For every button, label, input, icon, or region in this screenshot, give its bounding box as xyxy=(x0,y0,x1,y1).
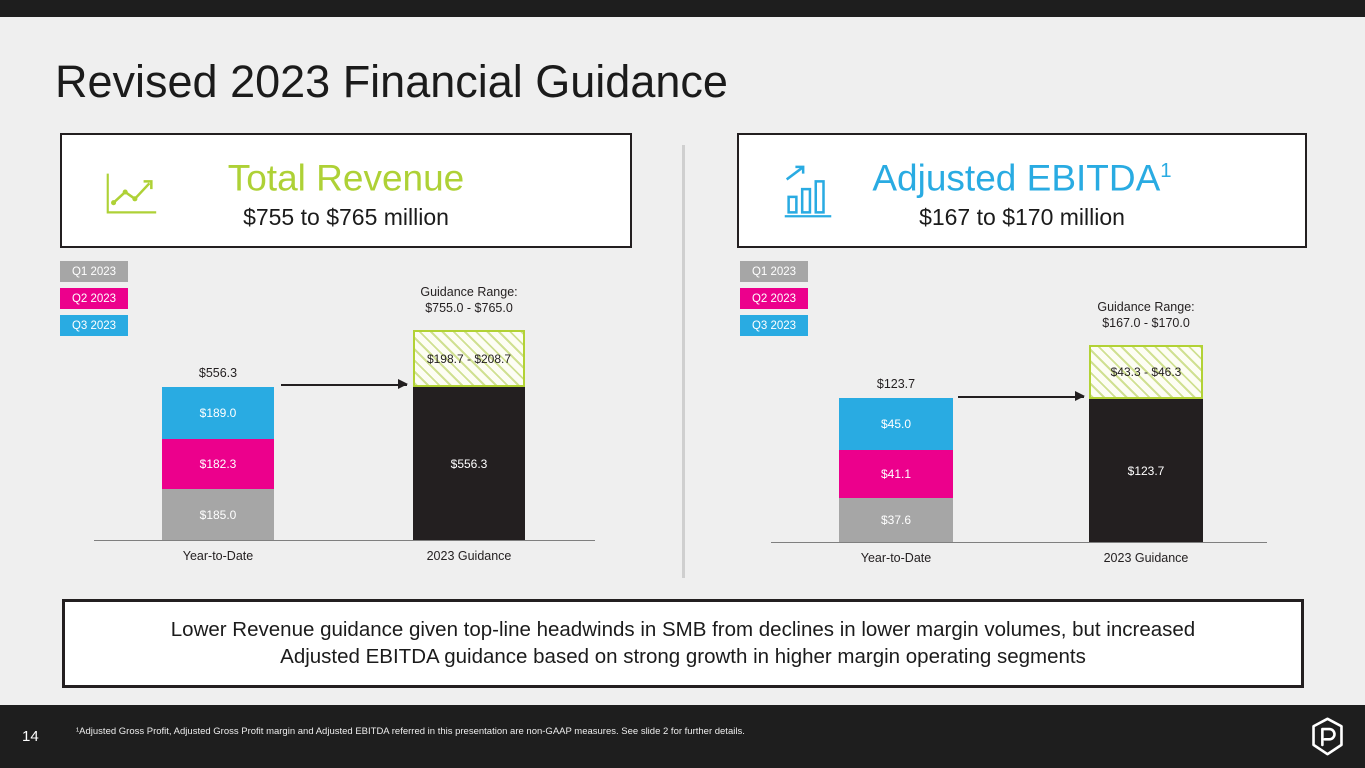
guidance-range-segment: $43.3 - $46.3 xyxy=(1089,345,1203,399)
x-label-guidance: 2023 Guidance xyxy=(1103,551,1189,565)
panel-title-adjusted-ebitda: Adjusted EBITDA1 xyxy=(739,150,1305,199)
legend: Q1 2023 Q2 2023 Q3 2023 xyxy=(740,261,808,336)
top-bar xyxy=(0,0,1365,17)
revenue-chart: Q1 2023 Q2 2023 Q3 2023 $556.3 $189.0 $1… xyxy=(60,255,635,570)
guidance-bar: Guidance Range: $167.0 - $170.0 $43.3 - … xyxy=(1089,299,1203,542)
panel-text: Total Revenue $755 to $765 million xyxy=(62,150,630,231)
panel-title-text: Total Revenue xyxy=(227,157,465,199)
panel-title-total-revenue: Total Revenue xyxy=(62,150,630,199)
x-label-guidance: 2023 Guidance xyxy=(426,549,512,563)
guidance-bar: Guidance Range: $755.0 - $765.0 $198.7 -… xyxy=(413,284,525,540)
bar-chart-icon xyxy=(777,161,839,225)
bar-segment-q3: $45.0 xyxy=(839,398,953,450)
guidance-range-note-line1: Guidance Range: xyxy=(1097,300,1195,314)
line-chart-icon xyxy=(100,161,162,225)
guidance-range-note: Guidance Range: $755.0 - $765.0 xyxy=(420,284,517,316)
guidance-range-note: Guidance Range: $167.0 - $170.0 xyxy=(1097,299,1194,331)
ytd-stacked-bar: $556.3 $189.0 $182.3 $185.0 xyxy=(162,366,274,540)
panel-title-superscript: 1 xyxy=(1160,159,1172,182)
bar-segment-q1: $37.6 xyxy=(839,498,953,542)
guidance-range-note-line2: $755.0 - $765.0 xyxy=(425,301,513,315)
panel-title-text: Adjusted EBITDA xyxy=(872,157,1161,199)
guidance-range-note-line1: Guidance Range: xyxy=(420,285,518,299)
legend: Q1 2023 Q2 2023 Q3 2023 xyxy=(60,261,128,336)
x-axis xyxy=(94,540,595,541)
footer-bar: 14 ¹Adjusted Gross Profit, Adjusted Gros… xyxy=(0,705,1365,768)
guidance-base-segment: $123.7 xyxy=(1089,399,1203,542)
guidance-range-segment: $198.7 - $208.7 xyxy=(413,330,525,387)
panel-range-adjusted-ebitda: $167 to $170 million xyxy=(919,204,1125,231)
ytd-stacked-bar: $123.7 $45.0 $41.1 $37.6 xyxy=(839,377,953,542)
legend-q1-2023: Q1 2023 xyxy=(740,261,808,282)
vertical-divider xyxy=(682,145,685,578)
panel-text: Adjusted EBITDA1 $167 to $170 million xyxy=(739,150,1305,231)
callout-line2: Adjusted EBITDA guidance based on strong… xyxy=(280,645,1086,668)
page-title: Revised 2023 Financial Guidance xyxy=(55,56,728,107)
ytd-total-label: $556.3 xyxy=(198,366,238,380)
adjusted-ebitda-panel: Adjusted EBITDA1 $167 to $170 million xyxy=(737,133,1307,248)
total-revenue-panel: Total Revenue $755 to $765 million xyxy=(60,133,632,248)
legend-q1-2023: Q1 2023 xyxy=(60,261,128,282)
trend-arrow xyxy=(958,391,1085,401)
panel-range-total-revenue: $755 to $765 million xyxy=(243,204,449,231)
legend-q2-2023: Q2 2023 xyxy=(740,288,808,309)
trend-arrow xyxy=(281,379,408,389)
ebitda-chart: Q1 2023 Q2 2023 Q3 2023 $123.7 $45.0 $41… xyxy=(737,255,1307,570)
footnote: ¹Adjusted Gross Profit, Adjusted Gross P… xyxy=(76,726,745,737)
callout-box: Lower Revenue guidance given top-line he… xyxy=(62,599,1304,688)
x-axis xyxy=(771,542,1267,543)
legend-q3-2023: Q3 2023 xyxy=(60,315,128,336)
guidance-base-segment: $556.3 xyxy=(413,387,525,540)
x-label-ytd: Year-to-Date xyxy=(860,551,932,565)
guidance-range-note-line2: $167.0 - $170.0 xyxy=(1102,316,1190,330)
company-logo xyxy=(1307,716,1348,757)
x-label-ytd: Year-to-Date xyxy=(182,549,254,563)
legend-q2-2023: Q2 2023 xyxy=(60,288,128,309)
bar-segment-q2: $182.3 xyxy=(162,439,274,489)
callout-line1: Lower Revenue guidance given top-line he… xyxy=(170,618,1196,641)
bar-segment-q3: $189.0 xyxy=(162,387,274,439)
bar-segment-q1: $185.0 xyxy=(162,489,274,540)
ytd-total-label: $123.7 xyxy=(876,377,916,391)
legend-q3-2023: Q3 2023 xyxy=(740,315,808,336)
bar-segment-q2: $41.1 xyxy=(839,450,953,498)
page-number: 14 xyxy=(22,728,39,745)
